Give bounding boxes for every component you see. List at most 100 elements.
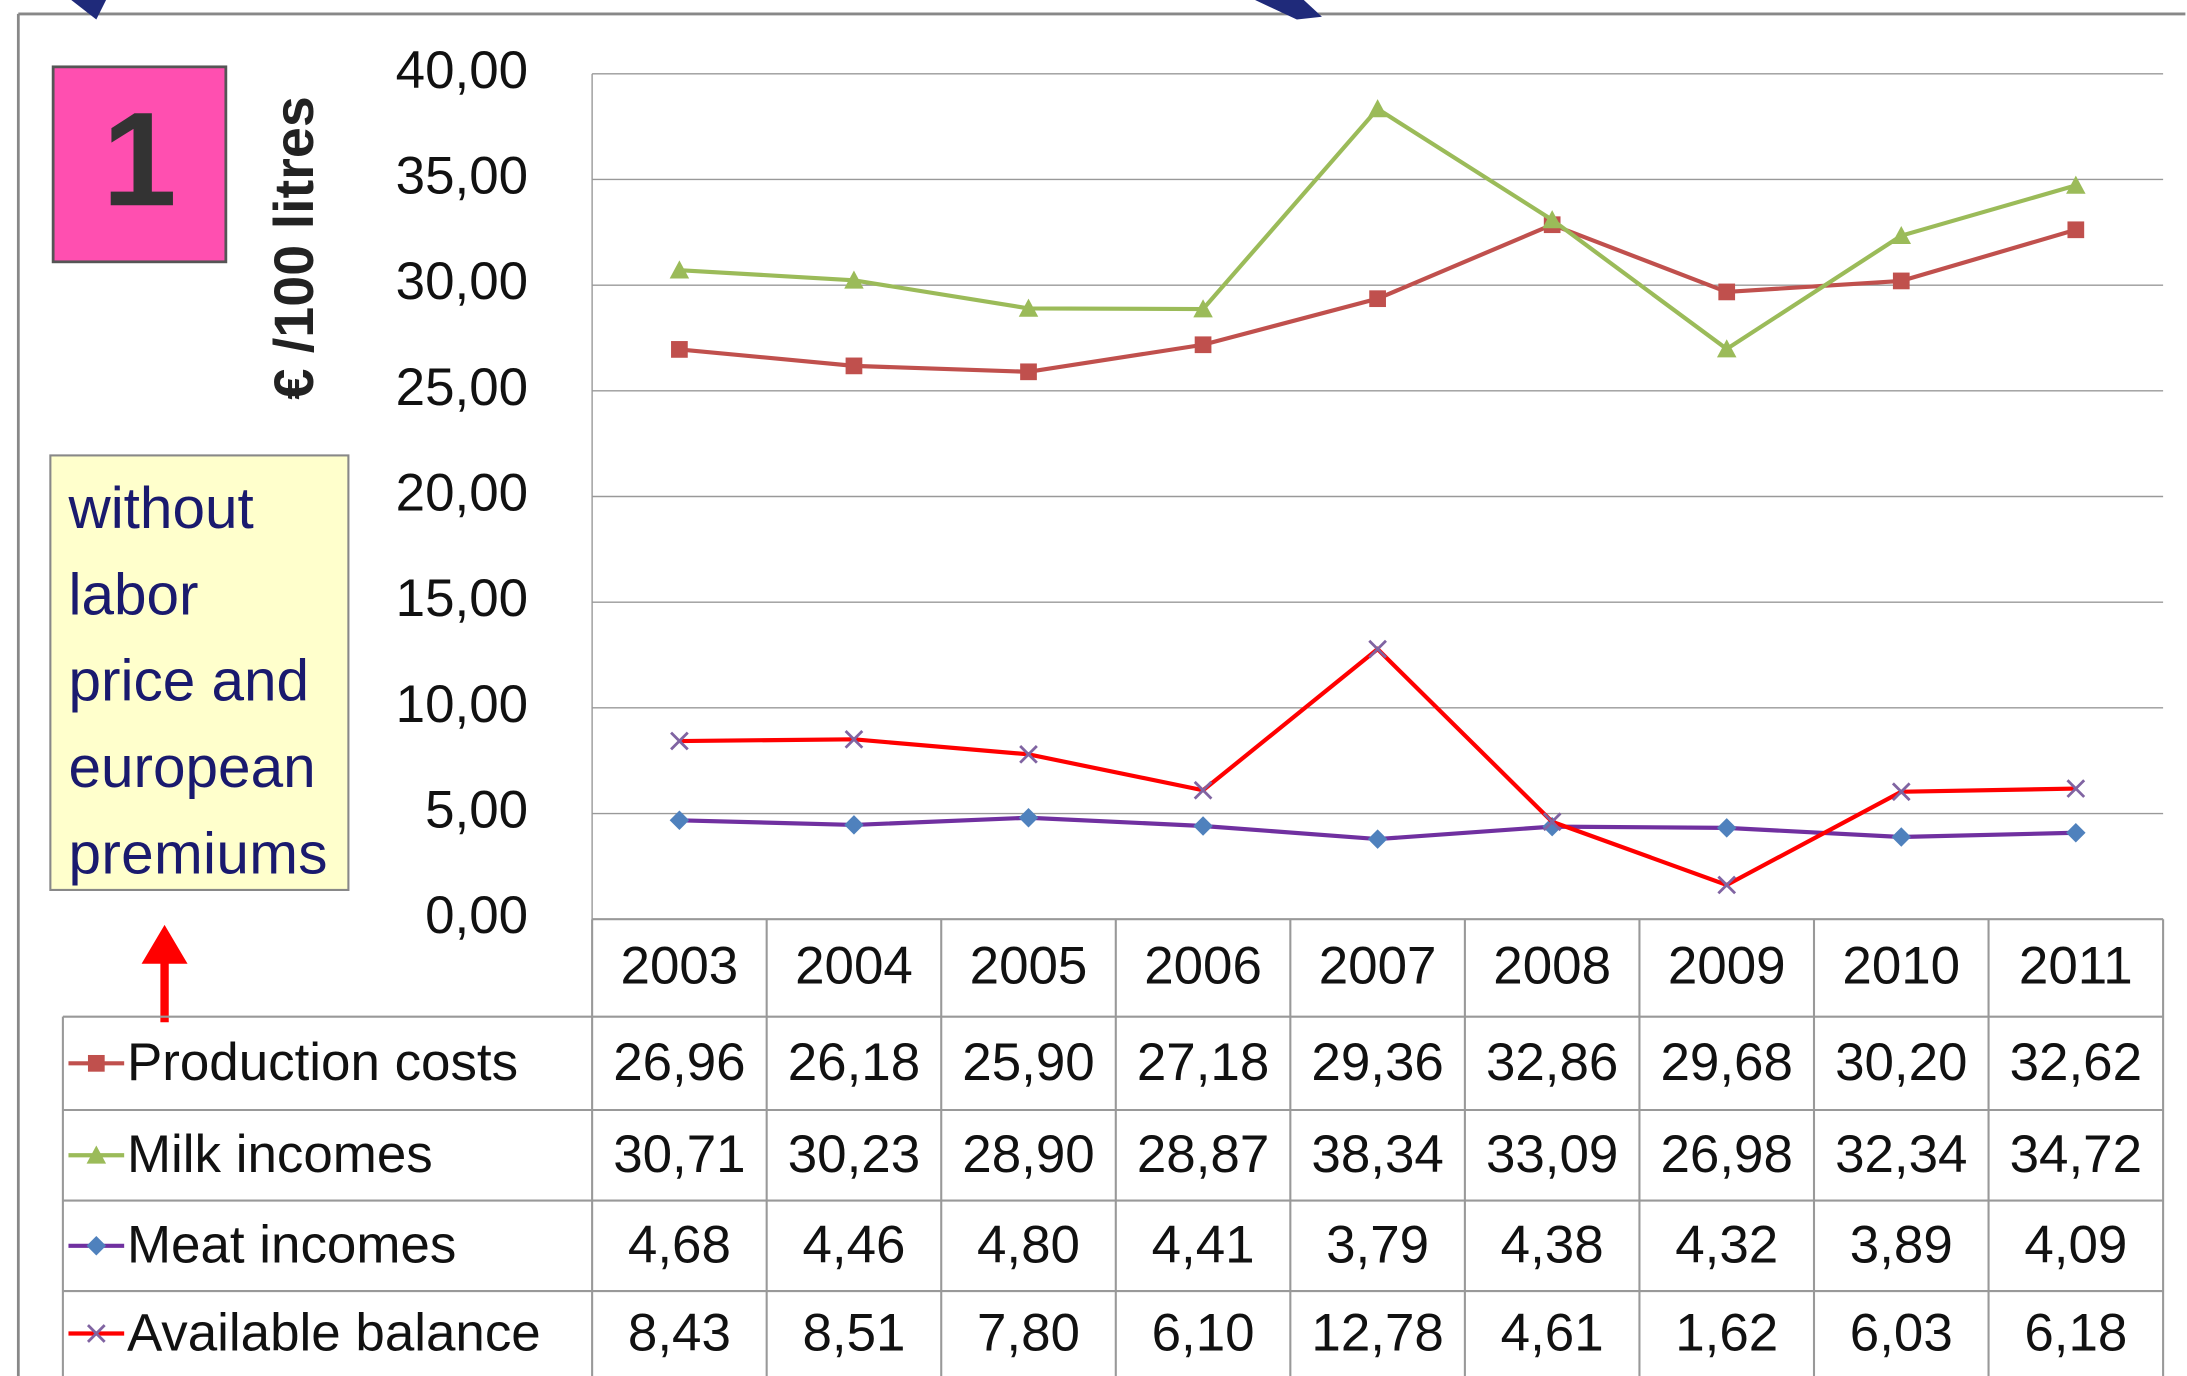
table-cell: 1,62 bbox=[1675, 1303, 1778, 1362]
x-tick-label: 2005 bbox=[970, 936, 1088, 995]
point bbox=[1716, 818, 1737, 838]
point bbox=[1891, 225, 1912, 245]
legend-marker bbox=[86, 1236, 107, 1256]
table-cell: 4,68 bbox=[628, 1216, 731, 1275]
point bbox=[844, 270, 864, 289]
point bbox=[1194, 336, 1212, 354]
table-cell: 27,18 bbox=[1137, 1033, 1269, 1092]
point bbox=[670, 731, 689, 751]
point bbox=[1193, 299, 1213, 318]
legend-label: Milk incomes bbox=[127, 1125, 433, 1184]
arrow bbox=[141, 924, 188, 1023]
table-cell: 4,38 bbox=[1501, 1216, 1604, 1275]
table-cell: 38,34 bbox=[1311, 1125, 1443, 1184]
point bbox=[1193, 780, 1213, 800]
table-cell: 26,98 bbox=[1661, 1125, 1793, 1184]
y-tick-label: 40,00 bbox=[396, 41, 528, 100]
legend-marker bbox=[86, 1324, 106, 1343]
table-cell: 4,32 bbox=[1675, 1216, 1778, 1275]
table-cell: 32,62 bbox=[2010, 1033, 2142, 1092]
table-cell: 6,18 bbox=[2024, 1303, 2127, 1362]
point bbox=[2067, 221, 2085, 239]
point bbox=[2066, 175, 2086, 194]
annotation-box bbox=[49, 454, 350, 891]
point bbox=[1019, 745, 1038, 764]
table-cell: 26,96 bbox=[613, 1033, 745, 1092]
table-cell: 28,90 bbox=[962, 1125, 1094, 1184]
point bbox=[2066, 823, 2086, 843]
x-tick-label: 2011 bbox=[2019, 936, 2133, 995]
x-tick-label: 2007 bbox=[1319, 936, 1437, 995]
legend-label: Meat incomes bbox=[127, 1216, 456, 1275]
table-cell: 4,09 bbox=[2024, 1216, 2127, 1275]
annotation: without labor price and european premiums bbox=[67, 476, 327, 886]
table-cell: 30,20 bbox=[1835, 1033, 1967, 1092]
table-cell: 3,79 bbox=[1326, 1216, 1429, 1275]
table-cell: 33,09 bbox=[1486, 1125, 1618, 1184]
point bbox=[1020, 363, 1037, 381]
table-cell: 6,10 bbox=[1152, 1303, 1255, 1362]
y-tick-label: 10,00 bbox=[396, 675, 528, 734]
table-cell: 4,61 bbox=[1501, 1303, 1604, 1362]
point bbox=[669, 260, 690, 279]
badge: 1 bbox=[102, 85, 176, 234]
y-tick-label: 0,00 bbox=[425, 886, 528, 945]
x-tick-label: 2006 bbox=[1144, 936, 1262, 995]
y-axis-label: € /100 litres bbox=[263, 96, 325, 399]
point bbox=[845, 357, 863, 375]
point bbox=[1891, 782, 1911, 802]
point bbox=[1892, 272, 1910, 290]
annotation-line: european bbox=[68, 735, 315, 800]
decoration bbox=[1255, 0, 1322, 20]
table-cell: 8,51 bbox=[802, 1303, 905, 1362]
x-tick-label: 2009 bbox=[1668, 936, 1786, 995]
annotation-line: price and bbox=[68, 649, 309, 714]
table-cell: 34,72 bbox=[2010, 1125, 2142, 1184]
x-tick-label: 2004 bbox=[795, 936, 913, 995]
point bbox=[844, 729, 864, 749]
table-cell: 8,43 bbox=[628, 1303, 731, 1362]
legend-marker bbox=[86, 1145, 107, 1164]
table-cell: 32,34 bbox=[1835, 1125, 1967, 1184]
point bbox=[1717, 875, 1737, 895]
table-cell: 3,89 bbox=[1850, 1216, 1953, 1275]
table-cell: 6,03 bbox=[1850, 1303, 1953, 1362]
point bbox=[1018, 298, 1039, 317]
annotation-line: premiums bbox=[68, 821, 327, 886]
x-tick-label: 2008 bbox=[1493, 936, 1611, 995]
table-cell: 4,46 bbox=[802, 1216, 905, 1275]
point bbox=[1193, 816, 1213, 836]
table-cell: 32,86 bbox=[1486, 1033, 1618, 1092]
y-tick-label: 25,00 bbox=[396, 358, 528, 417]
y-tick-label: 20,00 bbox=[396, 463, 528, 522]
point bbox=[1891, 827, 1912, 847]
point bbox=[1716, 339, 1737, 358]
table-cell: 4,80 bbox=[977, 1216, 1080, 1275]
annotation-line: without bbox=[67, 476, 253, 541]
point bbox=[844, 815, 864, 835]
point bbox=[1542, 210, 1562, 229]
legend-label: Production costs bbox=[127, 1033, 518, 1092]
x-tick-label: 2010 bbox=[1842, 936, 1960, 995]
point bbox=[1718, 283, 1736, 301]
point bbox=[1542, 812, 1562, 832]
y-tick-label: 35,00 bbox=[396, 146, 528, 205]
legend-marker bbox=[87, 1054, 105, 1072]
badge-box bbox=[51, 65, 228, 264]
table-cell: 29,36 bbox=[1311, 1033, 1443, 1092]
x-tick-label: 2003 bbox=[621, 936, 739, 995]
point bbox=[1018, 807, 1039, 828]
y-tick-label: 15,00 bbox=[396, 569, 528, 628]
point bbox=[1369, 290, 1386, 308]
decoration bbox=[71, 0, 107, 20]
point bbox=[1368, 639, 1387, 659]
point bbox=[669, 810, 690, 831]
table-cell: 12,78 bbox=[1311, 1303, 1443, 1362]
table-cell: 25,90 bbox=[962, 1033, 1094, 1092]
y-tick-label: 30,00 bbox=[396, 252, 528, 311]
series-line bbox=[679, 106, 2077, 352]
annotation-line: labor bbox=[68, 562, 198, 627]
table-cell: 26,18 bbox=[788, 1033, 920, 1092]
